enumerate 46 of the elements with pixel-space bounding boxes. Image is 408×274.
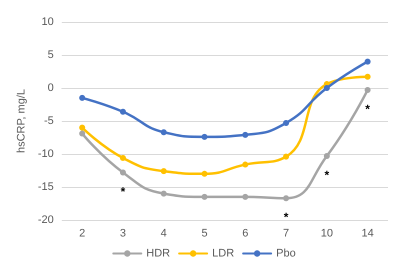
x-tick-label: 14	[361, 228, 374, 240]
y-tick-label: -20	[38, 214, 54, 226]
point	[79, 124, 86, 131]
y-tick-label: 5	[48, 49, 54, 61]
data-label: *	[284, 210, 289, 224]
point	[242, 194, 248, 200]
point	[242, 162, 248, 168]
point	[283, 120, 290, 126]
point	[120, 169, 126, 176]
x-tick-label: 2	[79, 228, 86, 240]
point	[202, 194, 208, 200]
y-tick-label: -10	[38, 148, 54, 160]
point	[364, 86, 371, 93]
point	[79, 130, 86, 137]
point	[283, 195, 290, 202]
point	[202, 170, 208, 177]
point	[160, 190, 167, 197]
y-axis-title: hsCRP, mg/L	[16, 89, 28, 153]
legend-label: LDR	[212, 248, 234, 260]
data-label: *	[324, 168, 330, 182]
x-tick-label: 10	[320, 228, 333, 240]
point	[160, 129, 167, 136]
point	[202, 134, 208, 140]
data-label: *	[365, 102, 370, 116]
x-tick-label: 3	[120, 228, 126, 240]
y-tick-label: 0	[48, 82, 54, 94]
point	[324, 85, 330, 91]
legend-label: HDR	[146, 248, 170, 260]
y-tick-label: -15	[38, 181, 54, 193]
x-tick-label: 7	[283, 228, 290, 240]
point	[160, 168, 167, 174]
point	[364, 74, 371, 80]
point	[120, 108, 126, 115]
data-label: *	[120, 184, 126, 198]
point	[324, 152, 330, 159]
point	[120, 154, 126, 161]
x-tick-label: 6	[242, 228, 248, 240]
x-tick-label: 4	[160, 228, 167, 240]
x-tick-label: 5	[201, 228, 208, 240]
point	[283, 154, 290, 160]
point	[364, 58, 371, 65]
y-tick-label: -5	[44, 115, 54, 127]
point	[79, 94, 86, 101]
point	[242, 132, 248, 138]
legend-label: Pbo	[276, 248, 296, 260]
y-tick-label: 10	[42, 16, 54, 28]
